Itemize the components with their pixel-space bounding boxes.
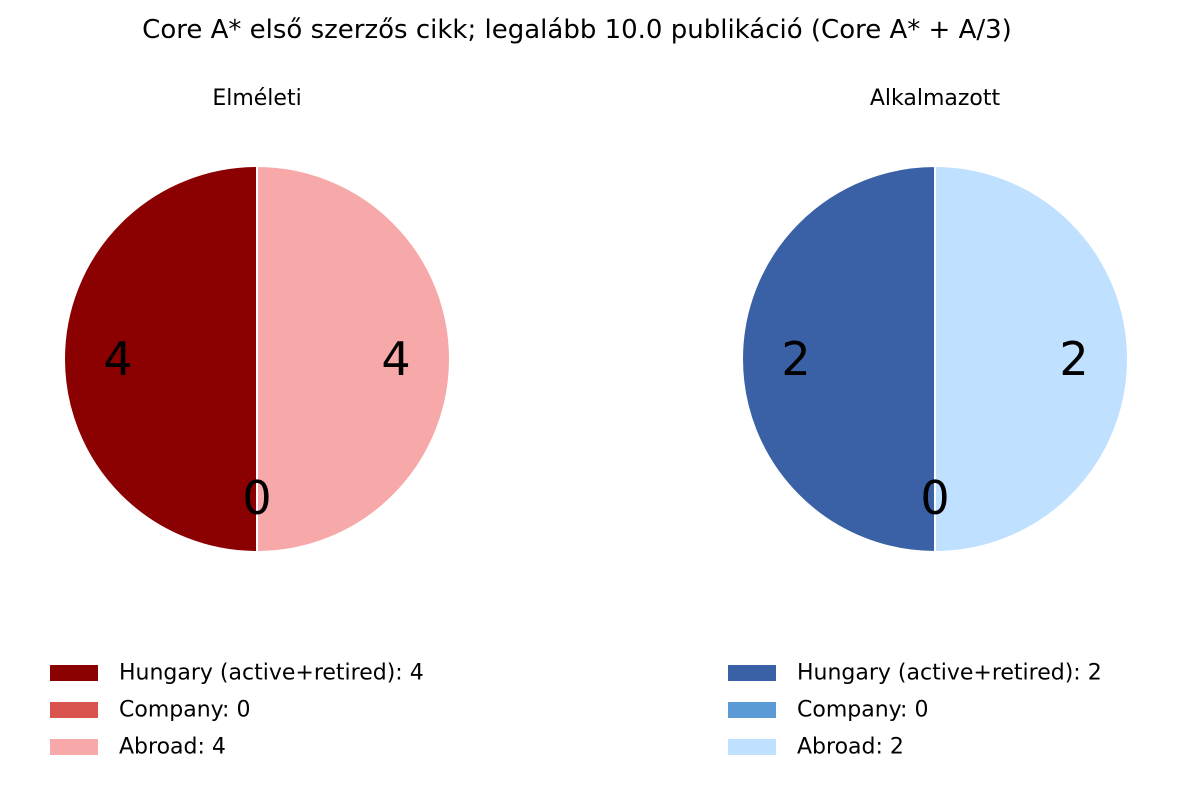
pie-slices-alkalmazott <box>741 164 1129 554</box>
pie-slice-elmeleti-0 <box>63 164 258 554</box>
pie-subtitle-alkalmazott: Alkalmazott <box>870 86 1001 111</box>
legend-label-alkalmazott-1: Company: 0 <box>797 698 928 723</box>
pie-slice-elmeleti-2 <box>256 164 451 554</box>
pie-slice-label-elmeleti-2: 4 <box>381 332 410 386</box>
pie-slice-alkalmazott-0 <box>741 164 936 554</box>
legend-swatch-elmeleti-0 <box>50 665 98 681</box>
pie-slice-label-alkalmazott-1: 0 <box>920 471 949 525</box>
pie-subtitle-elmeleti: Elméleti <box>212 86 301 111</box>
legend-swatch-alkalmazott-1 <box>728 702 776 718</box>
legend-elmeleti: Hungary (active+retired): 4 Company: 0 Abr… <box>50 661 424 760</box>
legend-label-alkalmazott-0: Hungary (active+retired): 2 <box>797 661 1102 686</box>
pie-panel-elmeleti: Elméleti 4 0 4 Hungary (active+retired): 4… <box>50 86 451 760</box>
pie-slice-alkalmazott-2 <box>934 164 1129 554</box>
pie-slice-label-alkalmazott-0: 2 <box>781 332 810 386</box>
pie-panel-alkalmazott: Alkalmazott 2 0 2 Hungary (active+retired)… <box>728 86 1129 760</box>
legend-label-elmeleti-1: Company: 0 <box>119 698 250 723</box>
legend-label-elmeleti-2: Abroad: 4 <box>119 735 226 760</box>
legend-swatch-elmeleti-1 <box>50 702 98 718</box>
legend-label-alkalmazott-2: Abroad: 2 <box>797 735 904 760</box>
pie-slice-label-alkalmazott-2: 2 <box>1059 332 1088 386</box>
pie-labels-alkalmazott: 2 0 2 <box>781 332 1088 525</box>
pie-slices-elmeleti <box>63 164 451 554</box>
legend-label-elmeleti-0: Hungary (active+retired): 4 <box>119 661 424 686</box>
legend-swatch-alkalmazott-2 <box>728 739 776 755</box>
legend-swatch-alkalmazott-0 <box>728 665 776 681</box>
legend-swatch-elmeleti-2 <box>50 739 98 755</box>
pie-labels-elmeleti: 4 0 4 <box>103 332 410 525</box>
pie-slice-label-elmeleti-1: 0 <box>242 471 271 525</box>
pie-slice-label-elmeleti-0: 4 <box>103 332 132 386</box>
figure-title: Core A* első szerzős cikk; legalább 10.0… <box>142 15 1012 45</box>
legend-alkalmazott: Hungary (active+retired): 2 Company: 0 Abr… <box>728 661 1102 760</box>
